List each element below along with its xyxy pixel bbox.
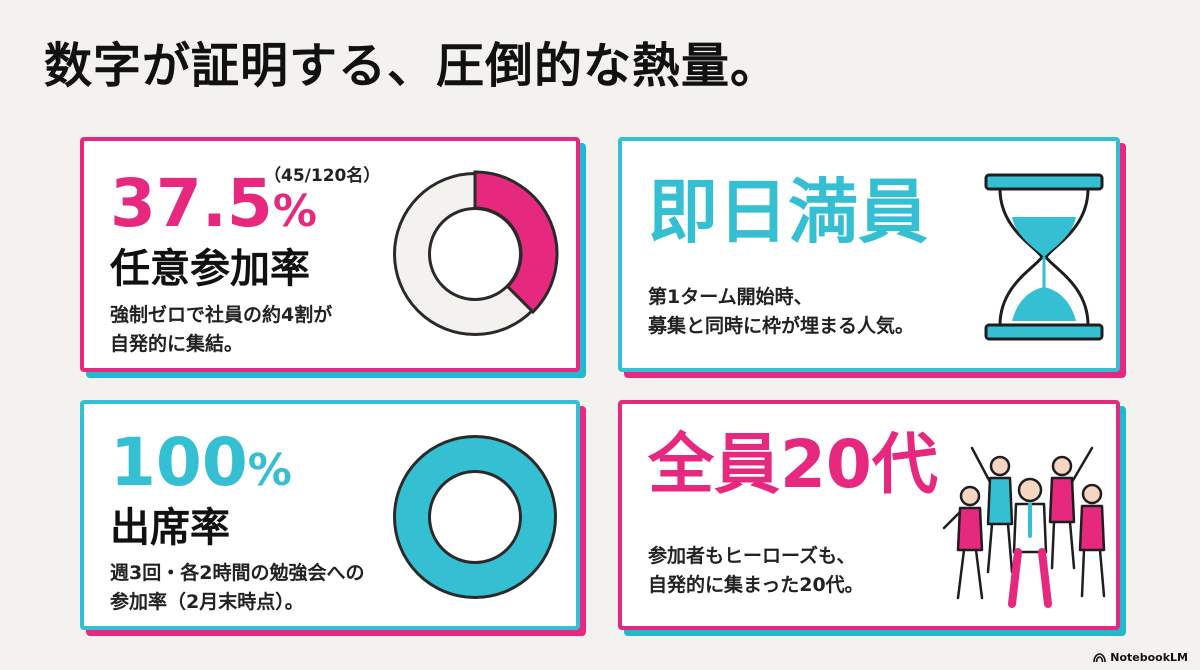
- sold-out-headline: 即日満員: [648, 171, 928, 253]
- attendance-label: 出席率: [110, 505, 230, 551]
- age-card: 全員20代 参加者もヒーローズも、 自発的に集まった20代。: [618, 400, 1120, 630]
- participation-value-unit: %: [272, 186, 317, 237]
- notebooklm-logo-icon: [1093, 652, 1107, 662]
- notebooklm-brand: NotebookLM: [1093, 651, 1188, 664]
- participation-value: 37.5%: [110, 171, 317, 237]
- hourglass-icon: [984, 173, 1104, 341]
- attendance-ring-chart: [393, 435, 557, 599]
- attendance-card: 100% 出席率 週3回・各2時間の勉強会への 参加率（2月末時点）。: [80, 400, 580, 630]
- attendance-value-number: 100: [110, 424, 248, 501]
- cheering-people-icon: [942, 446, 1106, 608]
- age-headline: 全員20代: [648, 426, 938, 503]
- participation-card: 37.5% （45/120名） 任意参加率 強制ゼロで社員の約4割が 自発的に集…: [80, 137, 580, 372]
- brand-label: NotebookLM: [1110, 651, 1188, 664]
- participation-donut-chart: [393, 170, 559, 336]
- sold-out-description: 第1ターム開始時、 募集と同時に枠が埋まる人気。: [648, 286, 915, 337]
- attendance-description: 週3回・各2時間の勉強会への 参加率（2月末時点）。: [110, 562, 365, 613]
- attendance-value-unit: %: [247, 445, 292, 496]
- age-description: 参加者もヒーローズも、 自発的に集まった20代。: [648, 545, 864, 596]
- participation-description: 強制ゼロで社員の約4割が 自発的に集結。: [110, 304, 333, 355]
- participation-label: 任意参加率: [110, 246, 310, 292]
- sold-out-card: 即日満員 第1ターム開始時、 募集と同時に枠が埋まる人気。: [618, 137, 1120, 372]
- participation-note: （45/120名）: [264, 166, 381, 186]
- donut-filled-segment: [473, 170, 559, 315]
- ring-filled-segment: [396, 438, 554, 596]
- page-title: 数字が証明する、圧倒的な熱量。: [44, 38, 780, 94]
- attendance-value: 100%: [110, 430, 292, 496]
- participation-value-number: 37.5: [110, 165, 273, 242]
